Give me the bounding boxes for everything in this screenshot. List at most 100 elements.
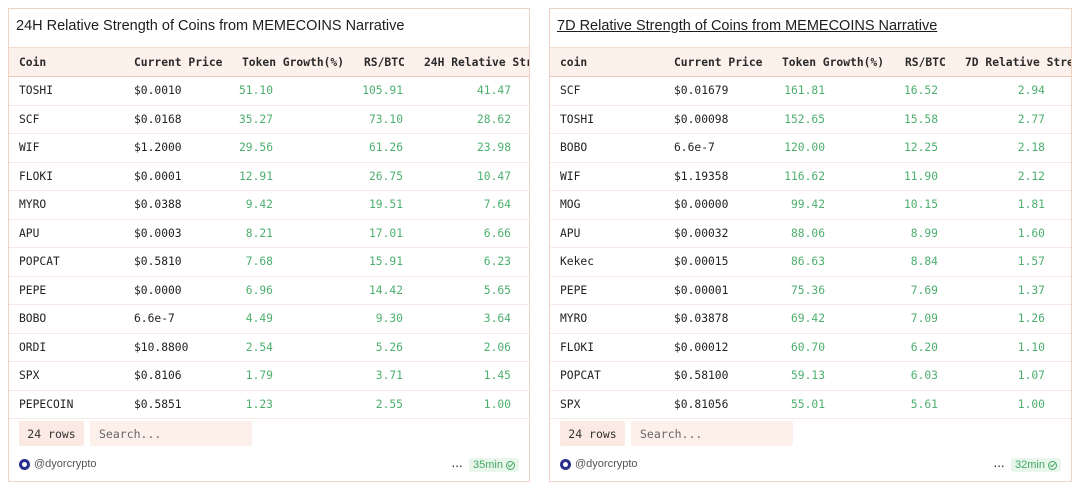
table-cell: 15.91 <box>368 255 403 269</box>
table-cell: 12.25 <box>903 141 938 155</box>
table-row[interactable]: PEPE $0.00001 75.36 7.69 1.37 <box>550 277 1071 305</box>
table-cell: MYRO <box>560 312 588 326</box>
search-input[interactable]: Search... <box>631 421 793 446</box>
table-cell: 9.42 <box>245 198 273 212</box>
table-cell: $0.0010 <box>134 84 182 98</box>
dyor-logo-icon <box>560 458 571 470</box>
table-cell: 29.56 <box>238 141 273 155</box>
table-row[interactable]: POPCAT $0.58100 59.13 6.03 1.07 <box>550 362 1071 391</box>
column-header[interactable]: RS/BTC <box>905 55 946 69</box>
table-row[interactable]: SCF $0.01679 161.81 16.52 2.94 <box>550 77 1071 106</box>
table-row[interactable]: WIF $1.19358 116.62 11.90 2.12 <box>550 163 1071 191</box>
table-row[interactable]: MYRO $0.03878 69.42 7.09 1.26 <box>550 305 1071 334</box>
table-header: coin Current Price Token Growth(%) RS/BTC 7D… <box>550 47 1071 77</box>
table-row[interactable]: POPCAT $0.5810 7.68 15.91 6.23 <box>9 248 529 277</box>
row-count-button[interactable]: 24 rows <box>560 421 625 446</box>
table-cell: $0.5851 <box>134 397 182 411</box>
table-cell: 1.00 <box>483 397 511 411</box>
table-cell: $0.8106 <box>134 369 182 383</box>
column-header[interactable]: Current Price <box>674 55 763 69</box>
table-row[interactable]: BOBO 6.6e-7 4.49 9.30 3.64 <box>9 305 529 334</box>
table-cell: 28.62 <box>476 112 511 126</box>
check-circle-icon <box>1048 460 1057 470</box>
table-cell: SPX <box>19 369 40 383</box>
table-row[interactable]: APU $0.0003 8.21 17.01 6.66 <box>9 220 529 248</box>
table-cell: $0.0003 <box>134 226 182 240</box>
table-cell: TOSHI <box>560 112 595 126</box>
table-cell: SCF <box>19 112 40 126</box>
table-cell: POPCAT <box>560 369 601 383</box>
table-row[interactable]: SPX $0.81056 55.01 5.61 1.00 <box>550 391 1071 419</box>
table-cell: TOSHI <box>19 84 54 98</box>
more-icon[interactable]: ··· <box>451 457 463 473</box>
table-row[interactable]: SCF $0.0168 35.27 73.10 28.62 <box>9 106 529 134</box>
table-cell: BOBO <box>19 312 47 326</box>
column-header[interactable]: RS/BTC <box>364 55 405 69</box>
table-cell: WIF <box>560 169 581 183</box>
table-cell: $0.00012 <box>674 340 729 354</box>
table-cell: 7.64 <box>483 198 511 212</box>
table-cell: 2.18 <box>1017 141 1045 155</box>
table-row[interactable]: PEPECOIN $0.5851 1.23 2.55 1.00 <box>9 391 529 419</box>
panel-title[interactable]: 7D Relative Strength of Coins from MEMEC… <box>557 18 938 34</box>
table-cell: 1.07 <box>1017 369 1045 383</box>
table-cell: 12.91 <box>238 169 273 183</box>
table-row[interactable]: TOSHI $0.00098 152.65 15.58 2.77 <box>550 106 1071 134</box>
table-cell: $0.03878 <box>674 312 729 326</box>
table-cell: 2.06 <box>483 340 511 354</box>
table-row[interactable]: APU $0.00032 88.06 8.99 1.60 <box>550 220 1071 248</box>
column-header[interactable]: Token Growth(%) <box>782 55 885 69</box>
attribution[interactable]: @dyorcrypto <box>19 458 97 470</box>
table-cell: 6.20 <box>910 340 938 354</box>
table-cell: 2.94 <box>1017 84 1045 98</box>
row-count-button[interactable]: 24 rows <box>19 421 84 446</box>
table-cell: POPCAT <box>19 255 60 269</box>
table-cell: 10.47 <box>476 169 511 183</box>
table-cell: 69.42 <box>790 312 825 326</box>
table-row[interactable]: TOSHI $0.0010 51.10 105.91 41.47 <box>9 77 529 106</box>
table-header: Coin Current Price Token Growth(%) RS/BTC 24… <box>9 47 529 77</box>
table-footer: 24 rows Search... <box>560 421 793 446</box>
table-cell: $1.19358 <box>674 169 729 183</box>
attribution[interactable]: @dyorcrypto <box>560 458 638 470</box>
table-cell: 2.55 <box>375 397 403 411</box>
table-cell: 7.68 <box>245 255 273 269</box>
table-cell: 2.54 <box>245 340 273 354</box>
refresh-time-badge: 35min <box>469 458 519 472</box>
table-row[interactable]: FLOKI $0.00012 60.70 6.20 1.10 <box>550 334 1071 362</box>
table-cell: 6.96 <box>245 283 273 297</box>
table-cell: 3.64 <box>483 312 511 326</box>
table-cell: 6.66 <box>483 226 511 240</box>
table-row[interactable]: MOG $0.00000 99.42 10.15 1.81 <box>550 191 1071 220</box>
table-cell: 35.27 <box>238 112 273 126</box>
table-cell: $0.58100 <box>674 369 729 383</box>
column-header[interactable]: 24H Relative Strength <box>424 55 529 69</box>
table-cell: APU <box>19 226 40 240</box>
table-row[interactable]: Kekec $0.00015 86.63 8.84 1.57 <box>550 248 1071 277</box>
table-cell: PEPECOIN <box>19 397 74 411</box>
column-header[interactable]: Token Growth(%) <box>242 55 345 69</box>
table-cell: 120.00 <box>784 141 825 155</box>
table-cell: 73.10 <box>368 112 403 126</box>
table-row[interactable]: FLOKI $0.0001 12.91 26.75 10.47 <box>9 163 529 191</box>
column-header[interactable]: Coin <box>19 55 47 69</box>
table-cell: 6.6e-7 <box>674 141 715 155</box>
table-cell: 6.03 <box>910 369 938 383</box>
table-cell: 1.45 <box>483 369 511 383</box>
table-row[interactable]: MYRO $0.0388 9.42 19.51 7.64 <box>9 191 529 220</box>
table-row[interactable]: ORDI $10.8800 2.54 5.26 2.06 <box>9 334 529 362</box>
table-cell: 2.12 <box>1017 169 1045 183</box>
table-row[interactable]: SPX $0.8106 1.79 3.71 1.45 <box>9 362 529 391</box>
table-row[interactable]: PEPE $0.0000 6.96 14.42 5.65 <box>9 277 529 305</box>
table-row[interactable]: WIF $1.2000 29.56 61.26 23.98 <box>9 134 529 163</box>
search-input[interactable]: Search... <box>90 421 252 446</box>
table-cell: $0.00098 <box>674 112 729 126</box>
status-area: ··· 32min <box>993 458 1061 472</box>
column-header[interactable]: Current Price <box>134 55 223 69</box>
more-icon[interactable]: ··· <box>993 457 1005 473</box>
column-header[interactable]: 7D Relative Strength <box>965 55 1072 69</box>
table-cell: $0.0168 <box>134 112 182 126</box>
table-cell: $0.0388 <box>134 198 182 212</box>
column-header[interactable]: coin <box>560 55 588 69</box>
table-row[interactable]: BOBO 6.6e-7 120.00 12.25 2.18 <box>550 134 1071 163</box>
